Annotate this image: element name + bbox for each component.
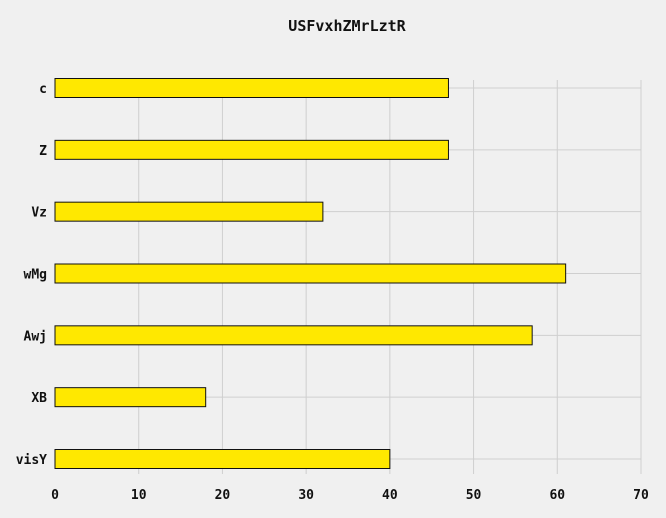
bar-Awj (54, 325, 533, 346)
x-tick-label: 50 (466, 488, 482, 503)
x-axis-tick-labels: 0 10 20 30 40 50 60 70 (51, 488, 649, 503)
x-tick-label: 30 (298, 488, 314, 503)
x-tick-label: 40 (382, 488, 398, 503)
x-tick-label: 0 (51, 488, 59, 503)
chart-title: USFvxhZMrLztR (288, 17, 406, 35)
bar-Vz (54, 201, 324, 222)
y-tick-label: c (39, 82, 47, 97)
bars (54, 78, 567, 469)
y-tick-label: XB (31, 391, 47, 406)
y-tick-label: visY (16, 453, 47, 468)
y-tick-label: Vz (31, 206, 47, 221)
y-axis-tick-labels: c Z Vz wMg Awj XB visY (16, 82, 47, 468)
x-tick-label: 60 (549, 488, 565, 503)
bar-wMg (54, 263, 567, 284)
y-tick-label: Z (39, 144, 47, 159)
y-tick-label: wMg (24, 268, 47, 283)
x-tick-label: 20 (215, 488, 231, 503)
bar-Z (54, 139, 449, 160)
bar-c (54, 78, 449, 98)
bar-visY (54, 449, 391, 469)
x-tick-label: 10 (131, 488, 147, 503)
x-tick-label: 70 (633, 488, 649, 503)
bar-XB (54, 387, 207, 408)
y-tick-label: Awj (24, 329, 47, 344)
